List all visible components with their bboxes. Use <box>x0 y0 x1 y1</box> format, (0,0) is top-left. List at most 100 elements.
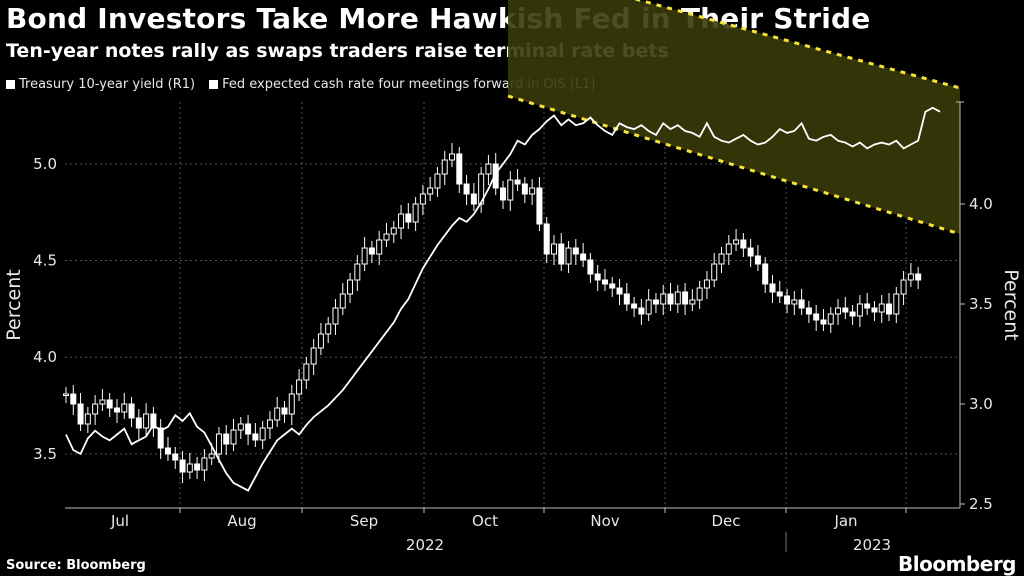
candle-body <box>398 213 405 229</box>
candle-body <box>434 173 441 189</box>
treasury-candles <box>63 143 922 483</box>
left-axis-title: Percent <box>3 269 25 341</box>
candle-body <box>63 393 69 396</box>
x-tick-label: Jul <box>110 512 129 530</box>
candle-body <box>900 279 907 295</box>
candle-body <box>179 459 186 473</box>
candle-body <box>784 295 791 305</box>
candle-body <box>915 273 922 281</box>
candle-body <box>223 433 230 445</box>
candle-body <box>427 187 434 195</box>
candle-body <box>776 291 783 297</box>
candle-body <box>667 293 674 305</box>
candle-body <box>529 187 536 195</box>
candle-body <box>128 403 135 419</box>
candle-body <box>92 403 99 415</box>
candle-body <box>84 413 91 425</box>
candle-body <box>718 253 725 265</box>
candle-body <box>339 293 346 309</box>
candle-body <box>769 283 776 293</box>
candle-body <box>201 457 208 471</box>
candle-body <box>383 233 390 241</box>
candle-body <box>856 303 863 317</box>
candle-body <box>135 417 142 429</box>
candle-body <box>150 413 157 429</box>
candle-body <box>70 393 77 405</box>
ois-line-group <box>65 106 941 492</box>
candle-body <box>332 307 339 325</box>
candle-body <box>558 243 565 265</box>
candle-body <box>798 299 805 309</box>
left-tick-label: 5.0 <box>33 155 57 173</box>
legend-item-ois: Fed expected cash rate four meetings for… <box>209 77 596 92</box>
candle-body <box>638 307 645 315</box>
candle-body <box>347 279 354 295</box>
candle-body <box>842 307 849 313</box>
candle-body <box>609 283 616 289</box>
candle-body <box>623 293 630 305</box>
candle-body <box>99 399 106 405</box>
x-tick-label: Sep <box>350 512 378 530</box>
trend-channel <box>507 0 961 236</box>
candle-body <box>580 253 587 261</box>
candle-body <box>849 311 856 317</box>
candle-body <box>113 407 120 413</box>
candle-body <box>594 273 601 281</box>
candle-body <box>485 163 492 175</box>
x-tick-label: Dec <box>711 512 740 530</box>
candle-body <box>463 183 470 195</box>
right-tick-label: 3.5 <box>969 295 993 313</box>
candle-body <box>266 419 273 429</box>
candle-body <box>441 159 448 175</box>
candle-body <box>186 463 193 473</box>
candle-body <box>805 307 812 315</box>
candle-body <box>157 427 164 449</box>
legend-swatch-treasury <box>6 80 15 89</box>
candle-body <box>740 239 747 249</box>
candle-body <box>543 223 550 255</box>
candle-body <box>791 299 798 305</box>
candle-body <box>893 293 900 315</box>
candle-body <box>405 213 412 223</box>
candle-body <box>500 187 506 201</box>
candle-body <box>689 299 696 305</box>
candle-body <box>325 323 332 335</box>
chart-subtitle: Ten-year notes rally as swaps traders ra… <box>6 40 669 62</box>
candle-body <box>208 453 215 459</box>
candle-body <box>412 203 419 223</box>
candle-body <box>317 333 324 349</box>
candle-body <box>143 413 150 429</box>
candle-body <box>550 243 557 255</box>
year-label-2023: 2023 <box>853 536 891 554</box>
right-tick-label: 4.0 <box>969 195 993 213</box>
candle-body <box>281 407 288 415</box>
candle-body <box>274 407 281 421</box>
candle-body <box>827 313 834 325</box>
candle-body <box>419 193 426 205</box>
candle-body <box>616 287 623 295</box>
candle-body <box>754 255 761 265</box>
legend: Treasury 10-year yield (R1) Fed expected… <box>6 77 596 92</box>
candle-body <box>762 263 769 285</box>
candle-body <box>674 291 681 305</box>
candle-body <box>878 303 885 313</box>
candle-body <box>587 259 594 275</box>
candle-body <box>310 347 317 365</box>
candle-body <box>121 403 128 413</box>
candle-body <box>492 163 499 189</box>
candle-body <box>456 153 463 185</box>
left-tick-label: 4.0 <box>33 348 57 366</box>
candle-body <box>368 247 375 255</box>
candle-body <box>907 273 914 281</box>
candle-body <box>354 263 361 281</box>
candle-body <box>252 433 259 441</box>
candle-body <box>164 447 171 455</box>
candle-body <box>572 247 579 255</box>
candle-body <box>288 393 295 415</box>
candle-body <box>703 279 710 289</box>
legend-label-ois: Fed expected cash rate four meetings for… <box>222 77 596 92</box>
candle-body <box>106 399 113 409</box>
candle-body <box>886 303 893 315</box>
candle-body <box>871 307 878 313</box>
